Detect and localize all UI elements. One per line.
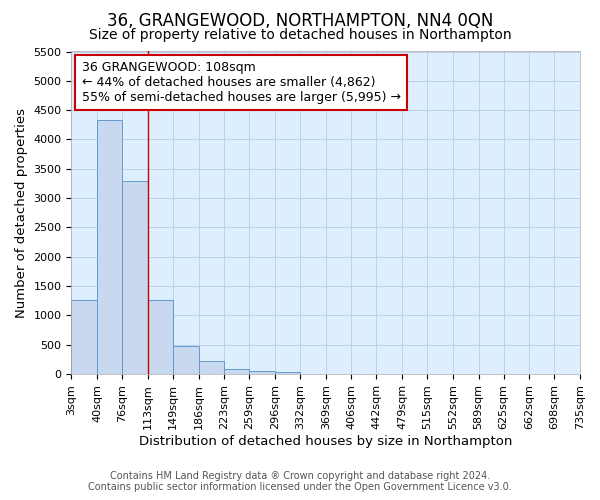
Text: Contains HM Land Registry data ® Crown copyright and database right 2024.
Contai: Contains HM Land Registry data ® Crown c… (88, 471, 512, 492)
Bar (199, 360, 224, 374)
Bar (148, 300, 173, 374)
Bar (122, 180, 148, 374)
Bar (71, 300, 97, 374)
Y-axis label: Number of detached properties: Number of detached properties (15, 108, 28, 318)
Text: 36 GRANGEWOOD: 108sqm
← 44% of detached houses are smaller (4,862)
55% of semi-d: 36 GRANGEWOOD: 108sqm ← 44% of detached … (82, 61, 401, 104)
Bar (249, 370, 275, 374)
X-axis label: Distribution of detached houses by size in Northampton: Distribution of detached houses by size … (139, 434, 512, 448)
Text: 36, GRANGEWOOD, NORTHAMPTON, NN4 0QN: 36, GRANGEWOOD, NORTHAMPTON, NN4 0QN (107, 12, 493, 30)
Bar (275, 372, 300, 374)
Bar (97, 120, 122, 374)
Text: Size of property relative to detached houses in Northampton: Size of property relative to detached ho… (89, 28, 511, 42)
Bar (224, 369, 249, 374)
Bar (173, 346, 199, 374)
